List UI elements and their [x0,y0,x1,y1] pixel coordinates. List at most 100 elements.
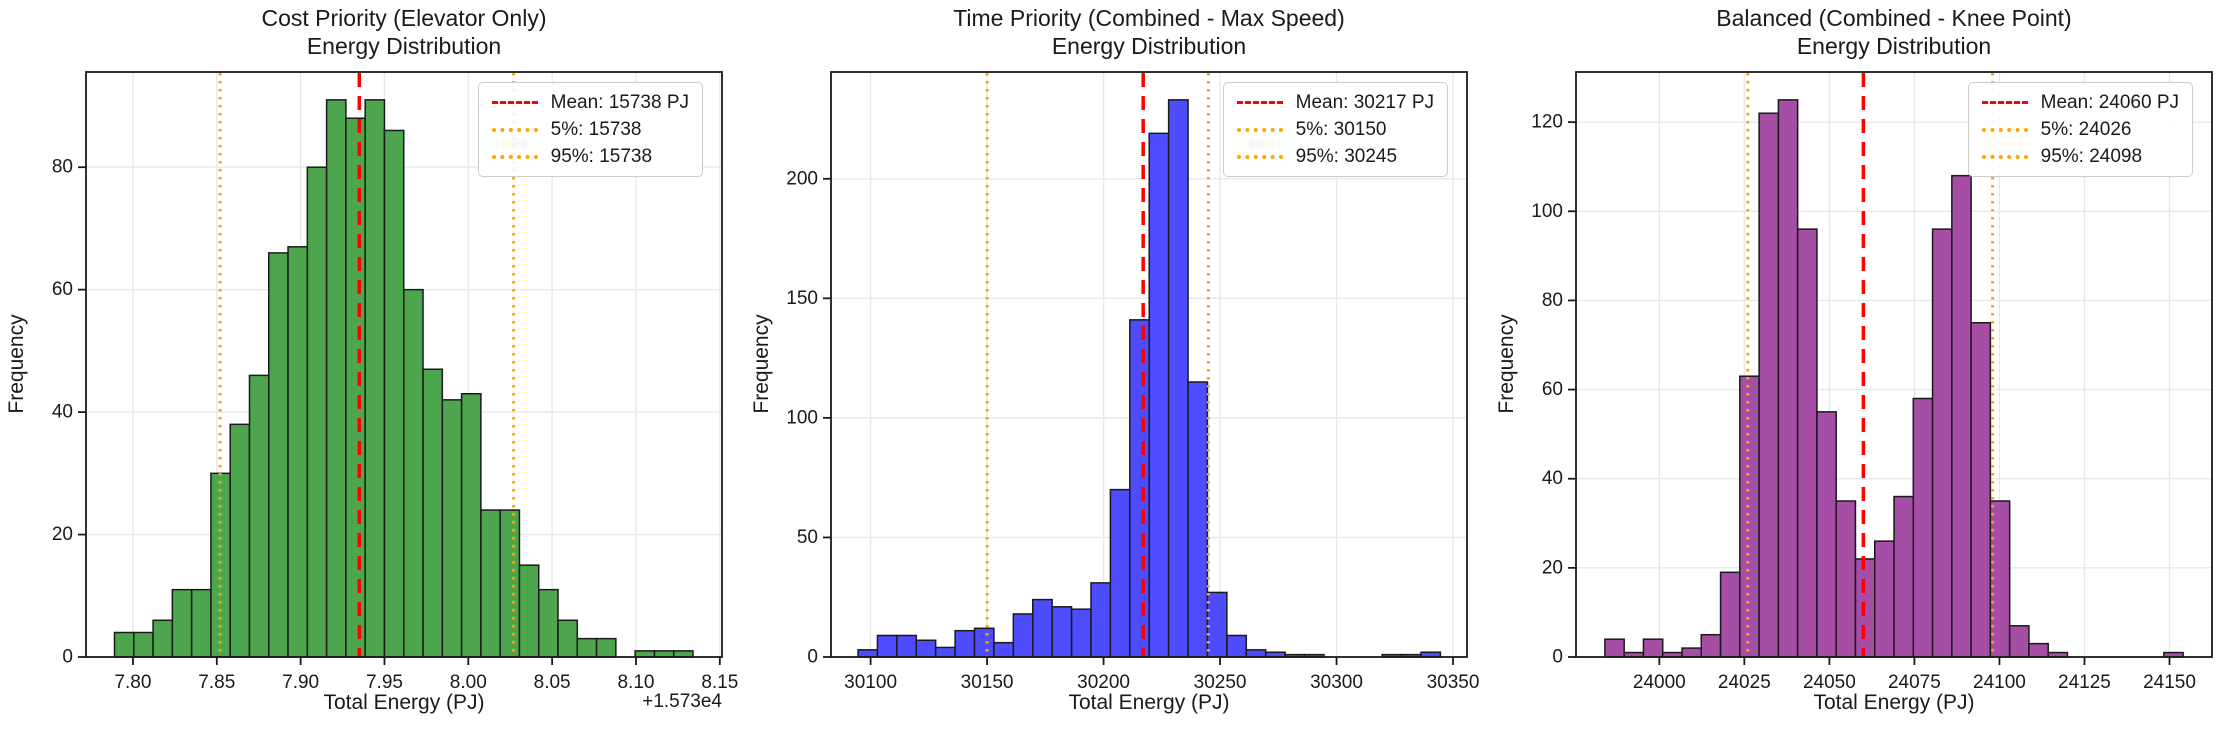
histogram-bar [934,646,956,658]
x-axis-label: Total Energy (PJ) [323,691,485,714]
histogram-bar [345,117,366,658]
histogram-bar [595,637,617,658]
x-tick-label: 8.05 [534,672,571,693]
histogram-bar [2008,625,2030,658]
x-axis-label: Total Energy (PJ) [1068,691,1230,714]
histogram-bar [248,374,270,658]
histogram-bar [1031,598,1053,658]
histogram-bar [653,650,675,658]
legend-label: Mean: 30217 PJ [1295,92,1434,113]
histogram-bar [460,392,482,658]
histogram-bar [499,509,521,658]
legend-label: 95%: 30245 [1295,146,1398,167]
histogram-bar [576,637,598,658]
histogram-bar [1109,488,1131,658]
histogram-bar [537,588,559,658]
histogram-bar [857,649,879,658]
legend-entry-mean: Mean: 15738 PJ [491,92,689,113]
mean-line-sample [1981,101,2028,104]
histogram-bar [1835,500,1857,658]
histogram-bar [1777,99,1799,658]
y-tick-label: 150 [786,288,818,309]
y-tick-label: 40 [52,402,73,423]
y-axis-label: Frequency [750,314,773,414]
histogram-bar [364,99,386,658]
histogram-bar [1206,591,1228,658]
y-tick-label: 100 [786,407,818,428]
histogram-bar [1051,606,1073,658]
histogram-bar [1681,647,1703,658]
y-tick-label: 200 [786,168,818,189]
legend-label: 5%: 24026 [2040,119,2132,140]
x-tick-label: 24050 [1803,672,1856,693]
histogram-bar [325,99,347,658]
percentile-line-sample [491,154,538,159]
chart-title: Balanced (Combined - Knee Point) Energy … [1716,5,2072,59]
histogram-panel-time-priority: 30100 30150 30200 30250 30300 30350 0 50 100 150 2… [745,0,1490,733]
x-tick-label: 7.80 [114,672,151,693]
percentile-line-sample [1236,127,1283,132]
y-tick-label: 50 [797,527,818,548]
x-tick-label: 24125 [2058,672,2111,693]
histogram-bar [383,129,405,658]
histogram-bar [402,288,424,658]
legend-entry-p95: 95%: 30245 [1236,146,1434,167]
histogram-bar [480,509,501,658]
histogram-bar [287,246,309,658]
x-tick-label: 30150 [961,672,1014,693]
y-axis-label: Frequency [1495,314,1518,414]
histogram-panel-cost-priority: 7.80 7.85 7.90 7.95 8.00 8.05 8.10 8.15 0 20 40 60 8… [0,0,745,733]
legend-label: 95%: 15738 [550,146,653,167]
y-tick-label: 80 [1542,290,1563,311]
percentile-line-sample [491,127,538,132]
histogram-bar [1700,633,1722,658]
histogram-bar [1931,228,1953,658]
histogram-bar [1796,228,1818,658]
legend-entry-p95: 95%: 24098 [1981,146,2179,167]
histogram-bar [896,634,918,658]
histogram-bar [1129,319,1150,658]
y-tick-label: 60 [1542,379,1563,400]
histogram-bar [518,564,540,658]
legend-entry-p95: 95%: 15738 [491,146,689,167]
percentile-line-sample [1981,127,2028,132]
histogram-bar [210,472,231,658]
histogram-bar [1912,397,1934,658]
x-tick-label: 30300 [1310,672,1363,693]
histogram-bar [229,423,251,658]
histogram-bar [915,639,937,658]
x-tick-label: 7.95 [366,672,403,693]
histogram-bar [1893,495,1915,658]
histogram-bar [672,650,694,658]
legend-entry-p5: 5%: 30150 [1236,119,1434,140]
x-tick-label: 24075 [1888,672,1941,693]
chart-title: Time Priority (Combined - Max Speed) Ene… [953,5,1345,59]
x-tick-label: 8.15 [701,672,738,693]
histogram-bar [422,368,444,658]
x-tick-label: 30350 [1427,672,1480,693]
plot-area: 7.80 7.85 7.90 7.95 8.00 8.05 8.10 8.15 0 20 40 60 8… [52,71,738,693]
x-tick-label: 8.00 [450,672,487,693]
mean-line-sample [491,101,538,104]
histogram-bar [954,629,976,658]
histogram-bar [1739,375,1760,658]
percentile-line-sample [1981,154,2028,159]
histogram-bar [557,619,579,658]
legend-label: Mean: 24060 PJ [2040,92,2179,113]
x-tick-label: 30250 [1194,672,1247,693]
legend-box: Mean: 15738 PJ 5%: 15738 95%: 15738 [477,82,703,177]
histogram-bar [2028,642,2049,658]
y-tick-label: 20 [1542,557,1563,578]
histogram-bar [171,588,193,658]
histogram-bar [876,634,898,658]
mean-line-sample [1236,101,1283,104]
x-tick-label: 30100 [844,672,897,693]
y-axis-label: Frequency [5,314,28,414]
y-tick-label: 60 [52,279,73,300]
histogram-bar [973,627,995,658]
histogram-bar [1167,99,1189,658]
y-tick-label: 100 [1531,201,1563,222]
histogram-bar [634,650,656,658]
histogram-bar [1226,634,1248,658]
